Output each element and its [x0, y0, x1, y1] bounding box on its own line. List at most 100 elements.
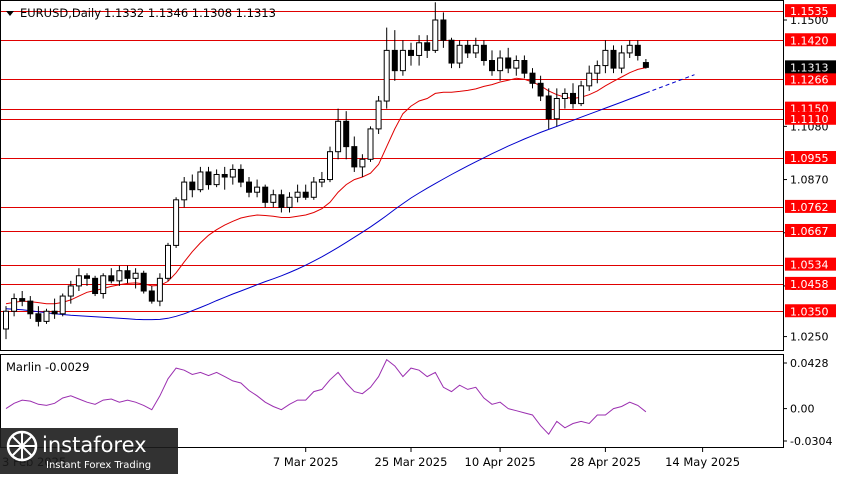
candle-body: [391, 49, 398, 72]
candle-body: [497, 57, 504, 72]
candle-68: [553, 88, 560, 127]
time-label-2: 10 Apr 2025: [465, 455, 536, 469]
candle-body: [327, 151, 333, 181]
candles: [3, 2, 649, 340]
level-label-1: 1.1420: [790, 34, 829, 47]
candle-50: [408, 42, 414, 66]
candle-body: [51, 310, 58, 315]
candle-body: [626, 44, 633, 54]
candle-14: [116, 265, 123, 286]
candle-45: [367, 126, 374, 162]
candle-9: [75, 268, 82, 291]
candle-13: [108, 268, 115, 284]
candle-71: [578, 80, 585, 107]
candle-body: [448, 39, 455, 64]
candle-8: [67, 280, 74, 304]
watermark-brand: instaforex: [42, 433, 147, 457]
candle-body: [189, 181, 196, 191]
osc-tick-label-2: -0.0304: [790, 435, 832, 448]
candle-52: [424, 35, 431, 58]
candle-body: [213, 173, 220, 186]
candle-21: [173, 197, 180, 248]
candle-6: [51, 298, 58, 319]
candle-body: [553, 98, 560, 120]
candle-53: [432, 2, 439, 53]
candle-3: [27, 296, 34, 319]
level-label-6: 1.0762: [790, 201, 829, 214]
candle-body: [302, 191, 309, 198]
candle-76: [618, 45, 625, 74]
time-label-0: 7 Mar 2025: [273, 455, 339, 469]
candle-body: [489, 60, 495, 72]
candle-body: [424, 42, 431, 51]
candle-40: [327, 146, 333, 183]
level-label-bg-6: [785, 199, 836, 213]
candle-32: [262, 184, 269, 208]
candle-body: [343, 120, 350, 148]
candle-61: [497, 50, 504, 81]
level-label-bg-10: [785, 304, 836, 318]
candle-70: [570, 83, 576, 109]
candle-22: [181, 177, 188, 208]
ohlc-readout: 1.1332 1.1346 1.1308 1.1313: [104, 6, 276, 20]
candle-body: [165, 244, 171, 279]
candle-1: [11, 293, 18, 317]
candle-4: [35, 306, 42, 327]
candle-74: [602, 40, 609, 74]
candle-34: [278, 189, 285, 213]
candle-65: [529, 68, 536, 89]
oscillator-line: [5, 358, 647, 436]
level-label-bg-1: [785, 33, 836, 47]
candle-body: [270, 194, 277, 203]
candle-body: [286, 196, 293, 208]
oscillator-label: Marlin -0.0029: [6, 360, 89, 374]
candle-body: [375, 100, 382, 130]
candle-body: [602, 49, 609, 67]
candle-body: [367, 128, 374, 160]
candle-body: [92, 277, 99, 295]
candle-body: [318, 179, 325, 183]
candle-body: [310, 181, 317, 198]
price-axis: 1.15001.10801.08701.06601.04501.02501.15…: [783, 4, 836, 344]
symbol-timeframe: EURUSD,Daily: [20, 6, 101, 20]
candle-body: [480, 44, 487, 62]
candle-43: [351, 136, 358, 172]
candle-body: [464, 44, 471, 54]
candle-body: [140, 272, 147, 292]
instaforex-logo-icon: [6, 430, 38, 462]
candle-20: [165, 242, 171, 281]
current-price-bg: [785, 60, 836, 74]
candle-26: [213, 169, 220, 188]
candle-body: [148, 290, 155, 302]
collapse-triangle-icon[interactable]: [6, 11, 14, 16]
price-tick-label-2: 1.0870: [790, 174, 829, 187]
candle-body: [100, 275, 107, 295]
candle-body: [294, 191, 301, 198]
candle-body: [472, 44, 479, 54]
candle-41: [335, 108, 342, 160]
candle-body: [181, 181, 188, 201]
candle-12: [100, 273, 107, 299]
candle-60: [489, 50, 495, 76]
candle-47: [383, 27, 390, 109]
candle-46: [375, 95, 382, 134]
candle-body: [75, 275, 82, 287]
candle-body: [254, 186, 261, 193]
candle-body: [43, 310, 50, 322]
candle-64: [521, 55, 528, 79]
candle-body: [132, 272, 139, 279]
candle-body: [351, 146, 358, 168]
candle-57: [464, 40, 471, 58]
candle-body: [59, 295, 66, 315]
candle-body: [11, 298, 18, 312]
candle-29: [237, 164, 244, 188]
slow-ma-projection: [645, 74, 695, 94]
candle-66: [537, 75, 544, 102]
candle-35: [286, 192, 293, 213]
candle-63: [513, 55, 520, 76]
candle-body: [416, 42, 423, 56]
candle-body: [229, 168, 236, 178]
level-label-2: 1.1266: [790, 73, 829, 86]
candle-17: [140, 270, 147, 294]
price-tick-label-5: 1.0250: [790, 331, 829, 344]
